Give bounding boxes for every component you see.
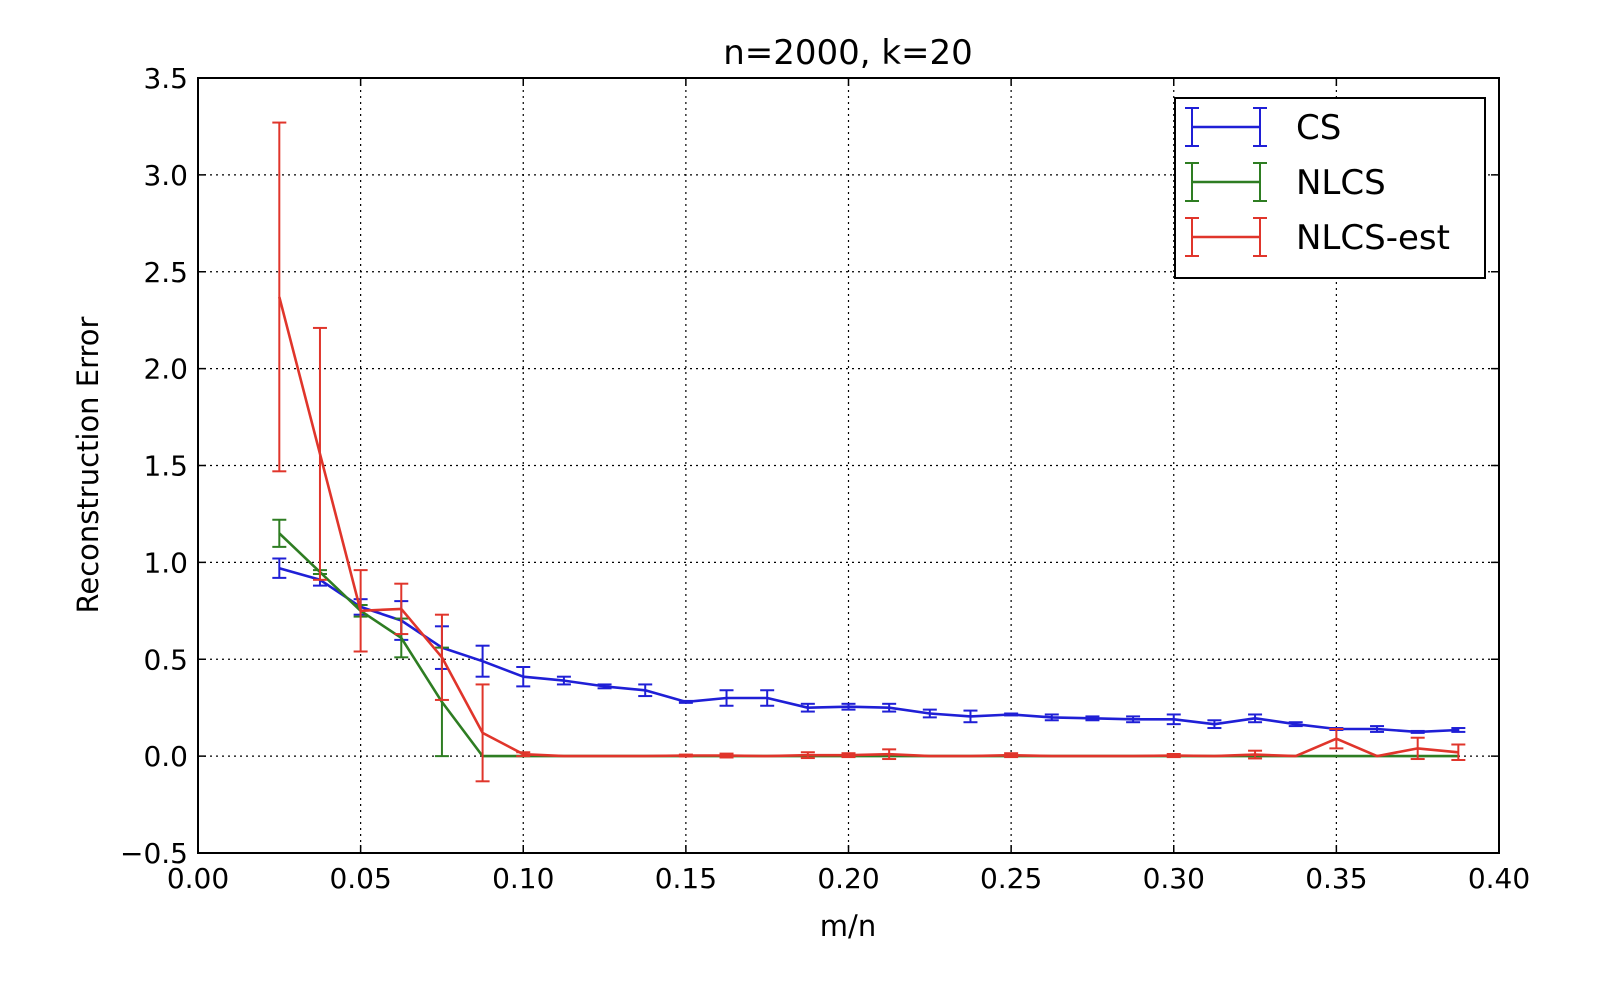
series-layer [272,121,1466,783]
y-tick-label: 1.5 [143,450,188,483]
legend-item: NLCS-est [1185,217,1450,258]
series-line [278,296,1459,758]
legend: CS NLCS NLCS-est [1174,97,1486,279]
x-tick-label: 0.35 [1305,862,1367,895]
y-tick-label: 3.0 [143,159,188,192]
legend-label: CS [1296,108,1341,148]
legend-label: NLCS [1296,163,1386,203]
series-nlcs-est [272,121,1466,783]
x-tick-label: 0.20 [817,862,879,895]
x-tick-label: 0.40 [1468,862,1530,895]
tick-layer: 0.00 0.05 0.10 0.15 0.20 0.25 0.30 0.35 0.40 −0.5… [120,62,1530,895]
legend-item: CS [1185,107,1341,148]
x-tick-label: 0.30 [1143,862,1205,895]
y-tick-label: 0.5 [143,643,188,676]
x-tick-label: 0.05 [329,862,391,895]
y-tick-label: 0.0 [143,740,188,773]
x-tick-label: 0.00 [167,862,229,895]
x-tick-label: 0.10 [492,862,554,895]
y-axis-label: Reconstruction Error [71,316,105,613]
x-tick-label: 0.15 [655,862,717,895]
x-axis-label: m/n [820,909,876,943]
y-tick-label: 2.5 [143,256,188,289]
y-tick-label: −0.5 [120,837,188,870]
chart-title: n=2000, k=20 [723,33,973,73]
series-line [278,566,1459,734]
y-tick-label: 3.5 [143,62,188,95]
y-tick-label: 2.0 [143,353,188,386]
legend-label: NLCS-est [1296,218,1450,258]
x-tick-label: 0.25 [980,862,1042,895]
y-tick-label: 1.0 [143,546,188,579]
legend-item: NLCS [1185,162,1386,203]
